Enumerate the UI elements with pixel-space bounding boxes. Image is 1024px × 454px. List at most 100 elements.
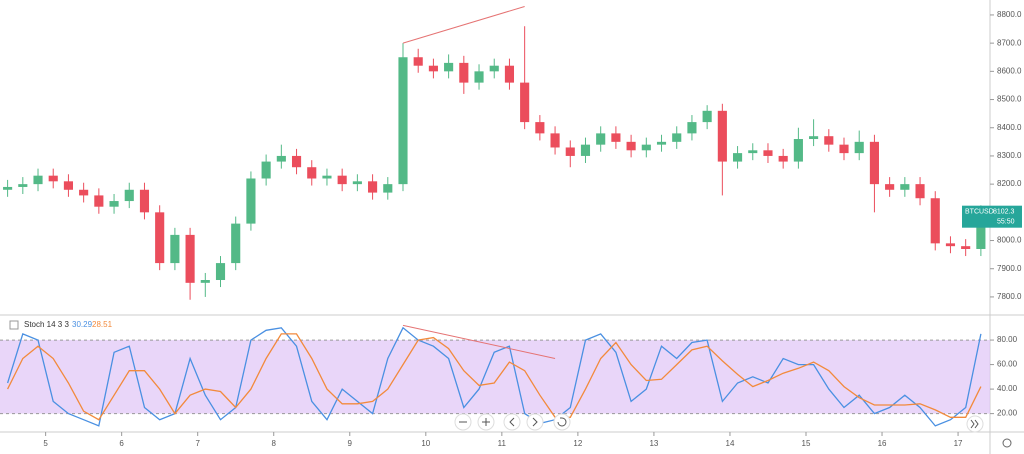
x-tick-label: 13 bbox=[649, 439, 658, 448]
candle-body bbox=[94, 195, 104, 207]
candle-body bbox=[945, 243, 956, 247]
reset-button[interactable] bbox=[553, 413, 571, 431]
candle-body bbox=[687, 122, 697, 134]
trendline bbox=[402, 324, 556, 359]
y-tick-label: 8000.0 bbox=[997, 236, 1022, 245]
y-tick-label: 40.00 bbox=[997, 384, 1018, 393]
candle-body bbox=[185, 234, 195, 283]
candle-body bbox=[215, 263, 226, 281]
y-tick-label: 8700.0 bbox=[997, 38, 1022, 47]
candle-body bbox=[748, 150, 758, 154]
x-tick-label: 12 bbox=[573, 439, 582, 448]
y-tick-label: 80.00 bbox=[997, 335, 1018, 344]
candle-body bbox=[368, 181, 378, 193]
stoch-line bbox=[6, 326, 982, 427]
x-tick-label: 14 bbox=[726, 439, 735, 448]
candle-body bbox=[139, 189, 150, 213]
candle-body bbox=[489, 65, 499, 72]
candle-body bbox=[3, 186, 13, 190]
x-tick-label: 16 bbox=[878, 439, 887, 448]
candle-body bbox=[641, 144, 651, 151]
candle-body bbox=[520, 82, 530, 123]
scroll-end-button[interactable] bbox=[966, 415, 984, 433]
scroll-right-button[interactable] bbox=[526, 413, 544, 431]
candle-body bbox=[656, 141, 667, 145]
indicator-title: Stoch 14 3 3 bbox=[24, 320, 69, 329]
candle-body bbox=[793, 139, 803, 162]
price-label-symbol: BTCUSD bbox=[965, 209, 994, 216]
candle-body bbox=[155, 212, 165, 264]
candle-body bbox=[596, 133, 606, 145]
candle-body bbox=[535, 122, 545, 134]
candle-body bbox=[854, 141, 864, 154]
candle-body bbox=[885, 184, 895, 190]
y-tick-label: 7900.0 bbox=[997, 264, 1022, 273]
y-tick-label: 7800.0 bbox=[997, 292, 1022, 301]
nav-buttons bbox=[9, 320, 1012, 448]
x-tick-label: 8 bbox=[272, 439, 277, 448]
x-tick-label: 9 bbox=[348, 439, 353, 448]
candle-body bbox=[580, 144, 591, 156]
candle-body bbox=[717, 110, 727, 162]
candle-body bbox=[915, 184, 925, 199]
candle-body bbox=[322, 175, 332, 179]
price-label-box bbox=[962, 205, 1022, 228]
y-tick-label: 20.00 bbox=[997, 409, 1018, 418]
x-tick-label: 10 bbox=[421, 439, 430, 448]
band bbox=[0, 340, 990, 414]
candle-body bbox=[246, 178, 256, 224]
candle-body bbox=[170, 234, 180, 264]
candle-body bbox=[383, 184, 393, 193]
y-tick-label: 8500.0 bbox=[997, 95, 1022, 104]
zoom-in-icon bbox=[482, 418, 490, 426]
candle-body bbox=[672, 133, 682, 142]
reset-icon bbox=[557, 417, 567, 427]
candle-body bbox=[413, 57, 423, 66]
candle-body bbox=[732, 153, 743, 162]
candle-body bbox=[261, 161, 271, 179]
candle-body bbox=[824, 136, 834, 145]
y-tick-label: 8400.0 bbox=[997, 123, 1022, 132]
candle-body bbox=[18, 184, 28, 187]
scroll-left-button[interactable] bbox=[503, 413, 521, 431]
candle-body bbox=[565, 147, 575, 156]
candle-body bbox=[352, 181, 362, 185]
candle-body bbox=[109, 201, 119, 207]
candle-body bbox=[200, 280, 210, 283]
x-tick-label: 17 bbox=[954, 439, 963, 448]
x-tick-label: 7 bbox=[195, 439, 200, 448]
candle-body bbox=[63, 181, 73, 190]
scroll-end-icon bbox=[970, 419, 979, 429]
trendline bbox=[402, 6, 525, 44]
candle-body bbox=[702, 110, 712, 123]
candle-body bbox=[869, 141, 879, 185]
candle-body bbox=[459, 62, 469, 83]
x-tick-label: 15 bbox=[802, 439, 811, 448]
y-tick-label: 8600.0 bbox=[997, 66, 1022, 75]
candle-body bbox=[763, 150, 773, 156]
candle-body bbox=[33, 175, 43, 185]
y-tick-label: 8200.0 bbox=[997, 179, 1022, 188]
candle-body bbox=[444, 62, 454, 72]
x-tick-label: 11 bbox=[498, 439, 507, 448]
candle-body bbox=[550, 133, 560, 148]
candle-body bbox=[48, 175, 58, 182]
collapse-button[interactable] bbox=[9, 320, 19, 330]
x-tick-label: 5 bbox=[43, 439, 48, 448]
candle-body bbox=[291, 155, 302, 168]
legend-value: 28.51 bbox=[92, 320, 113, 329]
candle-body bbox=[124, 189, 134, 202]
y-tick-label: 8300.0 bbox=[997, 151, 1022, 160]
stoch-line bbox=[7, 333, 982, 421]
scroll-left-icon bbox=[509, 417, 515, 427]
settings-button[interactable] bbox=[1002, 438, 1012, 448]
candle-body bbox=[778, 155, 788, 162]
candle-body bbox=[307, 167, 317, 179]
y-tick-label: 8800.0 bbox=[997, 10, 1022, 19]
candle-body bbox=[428, 65, 438, 72]
candle-body bbox=[79, 189, 89, 196]
candle-body bbox=[398, 57, 408, 185]
candle-body bbox=[809, 136, 819, 140]
